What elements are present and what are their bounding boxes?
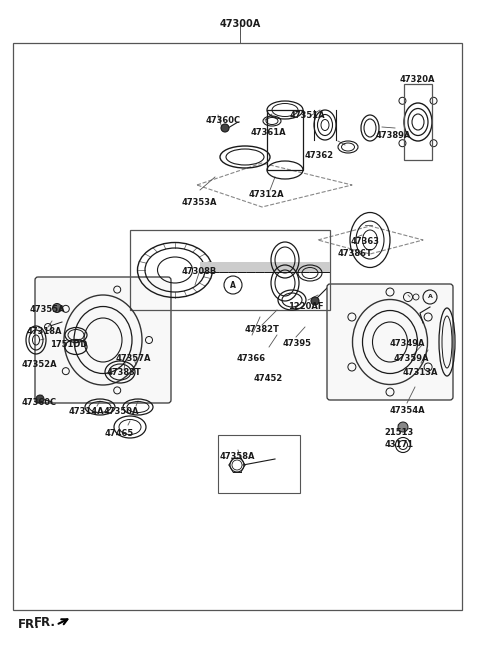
Text: 47383T: 47383T bbox=[107, 367, 141, 377]
Text: 47363: 47363 bbox=[350, 237, 379, 246]
Text: 47382T: 47382T bbox=[244, 325, 279, 334]
Bar bbox=[267, 110, 303, 170]
Text: 47386T: 47386T bbox=[338, 249, 372, 258]
Text: 47465: 47465 bbox=[105, 429, 133, 438]
Text: 47314A: 47314A bbox=[69, 407, 104, 416]
Text: 47359A: 47359A bbox=[393, 354, 429, 363]
Text: 47318A: 47318A bbox=[27, 327, 62, 336]
Text: 1751DD: 1751DD bbox=[50, 340, 87, 349]
Text: 47300A: 47300A bbox=[219, 18, 261, 29]
Text: 47357A: 47357A bbox=[116, 354, 151, 363]
Text: 47452: 47452 bbox=[253, 374, 282, 383]
Text: 47313A: 47313A bbox=[403, 367, 438, 377]
Bar bbox=[13, 43, 462, 610]
FancyBboxPatch shape bbox=[327, 284, 453, 400]
Text: 47353A: 47353A bbox=[181, 198, 217, 207]
Text: 47358A: 47358A bbox=[219, 452, 255, 461]
Text: 47351A: 47351A bbox=[289, 111, 325, 121]
Circle shape bbox=[36, 395, 44, 403]
Text: A: A bbox=[428, 295, 432, 299]
Text: 47366: 47366 bbox=[237, 354, 265, 363]
Bar bbox=[200, 262, 330, 272]
Text: 47312A: 47312A bbox=[249, 190, 284, 199]
Text: 43171: 43171 bbox=[385, 440, 414, 449]
Text: 47361A: 47361A bbox=[251, 128, 287, 138]
Text: 1220AF: 1220AF bbox=[288, 302, 324, 311]
Bar bbox=[404, 84, 432, 160]
Text: 47395: 47395 bbox=[282, 339, 311, 348]
Text: 47350A: 47350A bbox=[103, 407, 139, 416]
Circle shape bbox=[311, 297, 319, 305]
Text: FR.: FR. bbox=[34, 616, 56, 629]
Text: 47349A: 47349A bbox=[389, 339, 425, 348]
Bar bbox=[218, 435, 300, 493]
Text: 47389A: 47389A bbox=[376, 131, 411, 140]
Text: 47352A: 47352A bbox=[22, 360, 57, 369]
Text: 47355A: 47355A bbox=[29, 305, 65, 314]
Text: 47320A: 47320A bbox=[400, 75, 435, 84]
Circle shape bbox=[398, 422, 408, 432]
FancyBboxPatch shape bbox=[35, 277, 171, 403]
Text: 47362: 47362 bbox=[305, 151, 334, 160]
Circle shape bbox=[221, 124, 229, 132]
Text: A: A bbox=[230, 280, 236, 290]
Text: 21513: 21513 bbox=[385, 428, 414, 437]
Circle shape bbox=[52, 303, 61, 312]
Text: 47360C: 47360C bbox=[205, 116, 241, 125]
Bar bbox=[130, 230, 330, 310]
Text: 47308B: 47308B bbox=[181, 267, 217, 276]
Text: FR.: FR. bbox=[18, 618, 40, 631]
Text: 47360C: 47360C bbox=[22, 398, 57, 407]
Text: 47354A: 47354A bbox=[389, 406, 425, 415]
